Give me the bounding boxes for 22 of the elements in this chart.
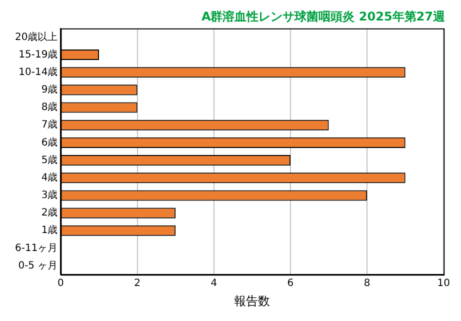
y-tick-label: 20歳以上	[14, 30, 58, 43]
y-tick-label: 5歳	[41, 154, 58, 166]
x-axis-title: 報告数	[234, 294, 270, 308]
x-tick-label: 8	[364, 278, 370, 290]
x-tick-label: 4	[210, 278, 218, 290]
y-tick-label: 6歳	[41, 136, 58, 148]
chart-title: A群溶血性レンサ球菌咽頭炎 2025年第27週	[201, 9, 446, 24]
y-tick-label: 10-14歳	[18, 66, 58, 78]
y-tick-label: 4歳	[41, 171, 58, 184]
y-tick-label: 15-19歳	[18, 48, 58, 60]
x-tick-label: 2	[134, 278, 140, 290]
y-tick-label: 0-5 ヶ月	[18, 260, 58, 272]
x-tick-label: 0	[58, 278, 64, 290]
y-tick-label: 2歳	[41, 206, 58, 219]
y-tick-label: 6-11ヶ月	[15, 242, 58, 254]
y-tick-label: 3歳	[41, 189, 58, 202]
y-tick-label: 1歳	[41, 224, 58, 236]
y-tick-label: 9歳	[41, 84, 58, 96]
x-tick-label: 10	[437, 278, 450, 290]
x-tick-label: 6	[287, 278, 294, 290]
y-tick-label: 8歳	[41, 101, 58, 114]
y-tick-label: 7歳	[41, 118, 58, 131]
